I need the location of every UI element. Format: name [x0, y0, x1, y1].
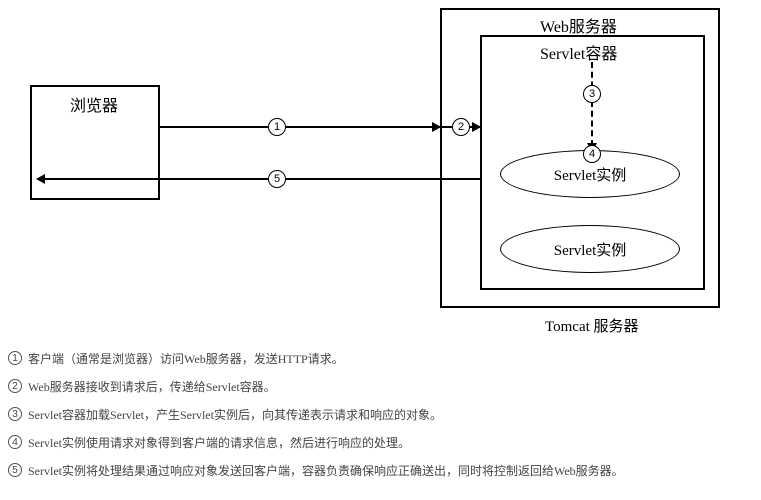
- step-circle-1: 1: [268, 118, 286, 136]
- load-dashed-line: [591, 62, 593, 146]
- caption-row: 3 Servlet容器加载Servlet，产生Servlet实例后，向其传递表示…: [8, 406, 753, 424]
- response-line: [44, 178, 480, 180]
- caption-text-1: 客户端（通常是浏览器）访问Web服务器，发送HTTP请求。: [28, 350, 344, 368]
- caption-text-5: Servlet实例将处理结果通过响应对象发送回客户端，容器负责确保响应正确送出，…: [28, 462, 624, 480]
- step-circle-3: 3: [583, 85, 601, 103]
- caption-row: 4 Servlet实例使用请求对象得到客户端的请求信息，然后进行响应的处理。: [8, 434, 753, 452]
- servlet-instance-2: Servlet实例: [500, 225, 680, 273]
- caption-num-4: 4: [8, 435, 22, 449]
- caption-num-1: 1: [8, 351, 22, 365]
- servlet-instance-2-label: Servlet实例: [554, 239, 627, 260]
- response-arrowhead: [36, 174, 45, 184]
- caption-num-5: 5: [8, 463, 22, 477]
- caption-row: 5 Servlet实例将处理结果通过响应对象发送回客户端，容器负责确保响应正确送…: [8, 462, 753, 480]
- caption-num-2: 2: [8, 379, 22, 393]
- servlet-container-label: Servlet容器: [540, 40, 617, 64]
- caption-list: 1 客户端（通常是浏览器）访问Web服务器，发送HTTP请求。 2 Web服务器…: [8, 350, 753, 490]
- step-circle-5: 5: [268, 170, 286, 188]
- step-circle-4: 4: [583, 145, 601, 163]
- tomcat-label: Tomcat 服务器: [545, 315, 639, 336]
- caption-row: 1 客户端（通常是浏览器）访问Web服务器，发送HTTP请求。: [8, 350, 753, 368]
- step-circle-2: 2: [452, 118, 470, 136]
- caption-num-3: 3: [8, 407, 22, 421]
- servlet-instance-1-label: Servlet实例: [554, 164, 627, 185]
- caption-text-3: Servlet容器加载Servlet，产生Servlet实例后，向其传递表示请求…: [28, 406, 442, 424]
- caption-row: 2 Web服务器接收到请求后，传递给Servlet容器。: [8, 378, 753, 396]
- caption-text-2: Web服务器接收到请求后，传递给Servlet容器。: [28, 378, 276, 396]
- caption-text-4: Servlet实例使用请求对象得到客户端的请求信息，然后进行响应的处理。: [28, 434, 410, 452]
- browser-label: 浏览器: [70, 92, 118, 116]
- web-server-label: Web服务器: [540, 13, 617, 37]
- servlet-flow-diagram: 浏览器 Web服务器 Servlet容器 Servlet实例 Servlet实例…: [0, 0, 761, 340]
